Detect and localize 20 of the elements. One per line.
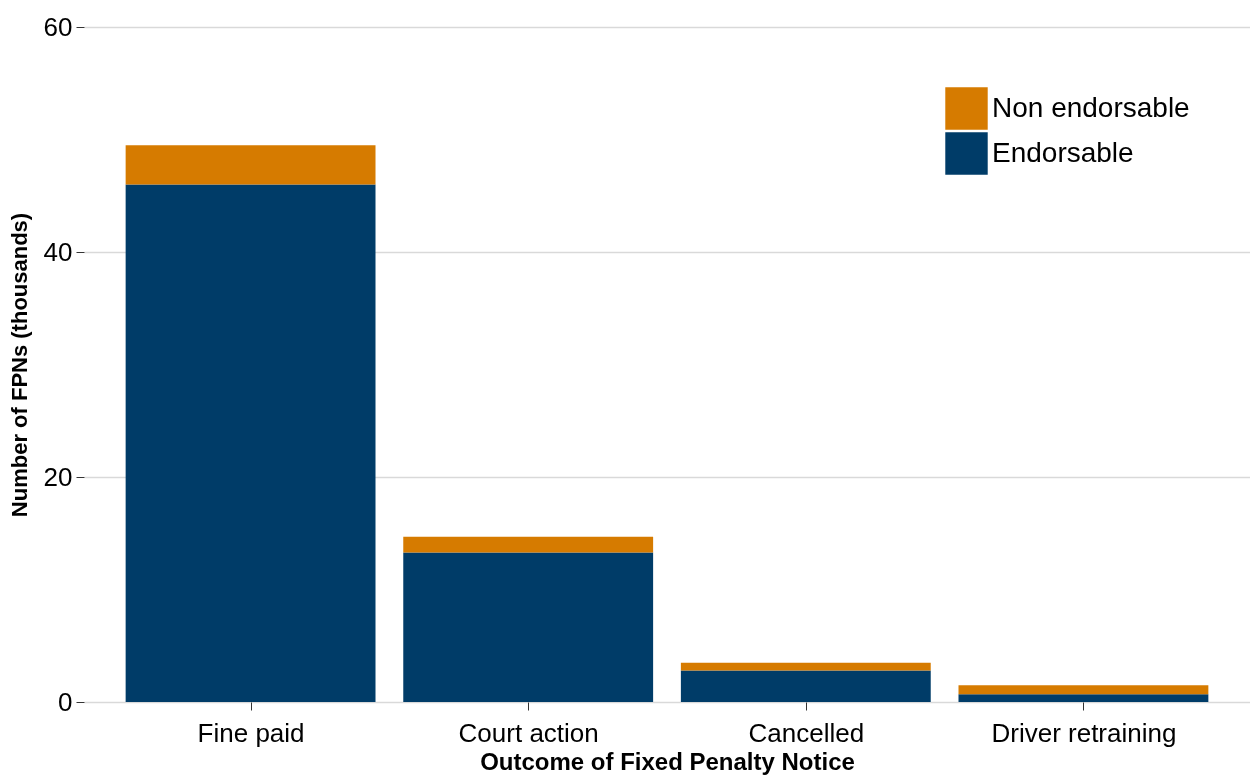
y-tick-label: 60 <box>43 11 73 42</box>
bar <box>403 536 654 553</box>
y-tick-label: 20 <box>43 461 73 492</box>
x-tick-label: Cancelled <box>748 717 865 748</box>
bar <box>125 145 376 185</box>
legend-label: Endorsable <box>992 136 1134 168</box>
x-tick-label: Driver retraining <box>991 717 1177 748</box>
bar <box>403 552 654 702</box>
bar <box>958 685 1209 695</box>
y-tick-label: 0 <box>58 686 73 717</box>
bar <box>958 694 1209 702</box>
bar <box>680 670 931 702</box>
x-tick-label: Fine paid <box>197 717 305 748</box>
bar <box>680 662 931 671</box>
x-tick-label: Court action <box>458 717 599 748</box>
x-axis-title: Outcome of Fixed Penalty Notice <box>480 747 855 775</box>
legend-label: Non endorsable <box>992 91 1190 123</box>
y-tick-label: 40 <box>43 236 73 267</box>
y-axis-title: Number of FPNs (thousands) <box>6 212 32 518</box>
bar <box>125 184 376 702</box>
